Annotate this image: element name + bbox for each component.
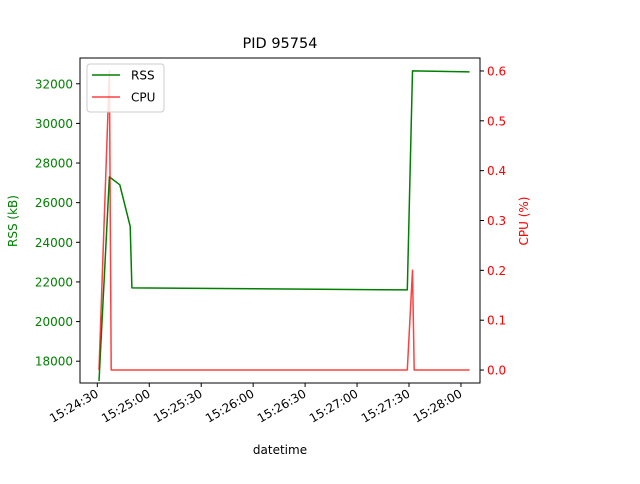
- y-axis-left-label: RSS (kB): [6, 195, 20, 247]
- y-left-tick-label: 24000: [35, 236, 73, 250]
- y-left-tick-label: 28000: [35, 157, 73, 171]
- chart-title: PID 95754: [243, 36, 318, 52]
- y-right-tick-label: 0.1: [487, 314, 506, 328]
- legend-box: [86, 63, 165, 113]
- y-right-tick-label: 0.2: [487, 264, 506, 278]
- y-left-tick-label: 26000: [35, 196, 73, 210]
- y-left-tick-label: 18000: [35, 355, 73, 369]
- legend-label-cpu: CPU: [131, 91, 155, 105]
- y-left-tick-label: 30000: [35, 117, 73, 131]
- y-left-tick-label: 20000: [35, 315, 73, 329]
- y-right-tick-label: 0.3: [487, 214, 506, 228]
- y-right-tick-label: 0.6: [487, 64, 506, 78]
- legend-label-rss: RSS: [131, 69, 155, 83]
- y-right-tick-label: 0.4: [487, 164, 506, 178]
- y-right-tick-label: 0.5: [487, 114, 506, 128]
- y-left-tick-label: 22000: [35, 275, 73, 289]
- series-line-rss: [98, 70, 470, 382]
- legend: RSS CPU: [86, 63, 165, 113]
- y-right-tick-label: 0.0: [487, 364, 506, 378]
- y-axis-right-label: CPU (%): [517, 197, 531, 246]
- x-axis-label: datetime: [253, 443, 307, 457]
- y-left-tick-label: 32000: [35, 77, 73, 91]
